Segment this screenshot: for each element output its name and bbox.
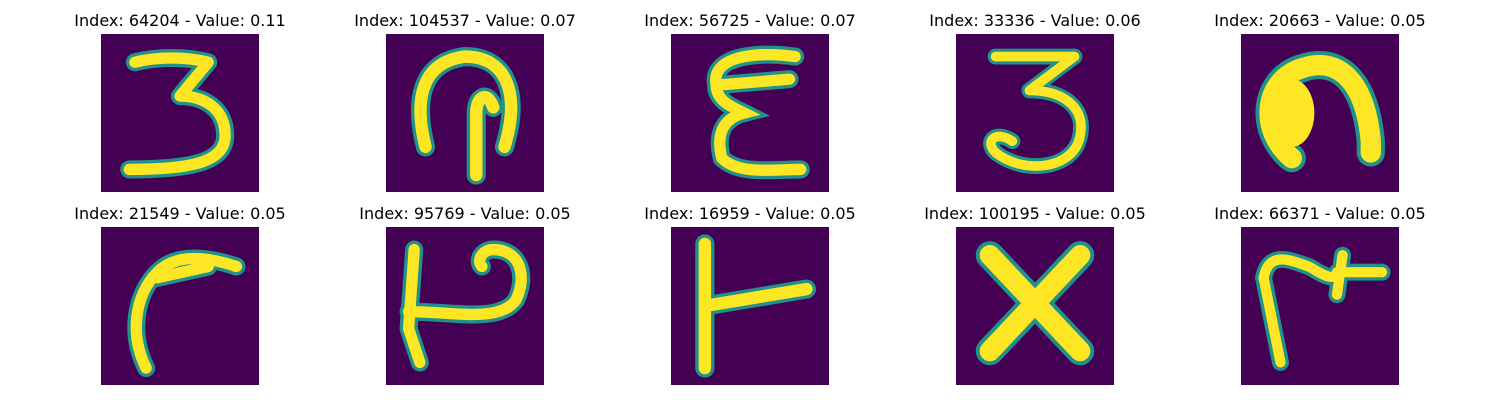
panel-title: Index: 16959 - Value: 0.05 bbox=[644, 204, 856, 223]
panel-title: Index: 64204 - Value: 0.11 bbox=[74, 11, 286, 30]
glyph-r-plus-icon bbox=[1254, 246, 1391, 371]
panel-title: Index: 21549 - Value: 0.05 bbox=[74, 204, 286, 223]
glyph-image bbox=[956, 227, 1114, 385]
glyph-n-blob-icon bbox=[1255, 51, 1385, 173]
glyph-p-bar-icon bbox=[399, 240, 531, 372]
glyph-image bbox=[386, 34, 544, 192]
panel-title: Index: 66371 - Value: 0.05 bbox=[1214, 204, 1426, 223]
panel-title: Index: 95769 - Value: 0.05 bbox=[359, 204, 571, 223]
image-panel: Index: 33336 - Value: 0.06 bbox=[915, 10, 1155, 192]
glyph-image bbox=[101, 227, 259, 385]
glyph-t-side-icon bbox=[695, 234, 817, 378]
panel-title: Index: 20663 - Value: 0.05 bbox=[1214, 11, 1426, 30]
image-panel: Index: 95769 - Value: 0.05 bbox=[345, 203, 585, 385]
glyph-image bbox=[671, 227, 829, 385]
image-panel: Index: 104537 - Value: 0.07 bbox=[345, 10, 585, 192]
glyph-image bbox=[101, 34, 259, 192]
glyph-x-icon bbox=[975, 241, 1095, 366]
glyph-image bbox=[956, 34, 1114, 192]
glyph-image bbox=[1241, 227, 1399, 385]
glyph-3-icon bbox=[120, 49, 235, 179]
panel-title: Index: 56725 - Value: 0.07 bbox=[644, 11, 856, 30]
image-panel: Index: 66371 - Value: 0.05 bbox=[1200, 203, 1440, 385]
panel-title: Index: 33336 - Value: 0.06 bbox=[929, 11, 1141, 30]
glyph-image bbox=[671, 34, 829, 192]
glyph-image bbox=[386, 227, 544, 385]
glyph-hook-arch-icon bbox=[410, 46, 521, 185]
image-panel: Index: 56725 - Value: 0.07 bbox=[630, 10, 870, 192]
image-panel: Index: 64204 - Value: 0.11 bbox=[60, 10, 300, 192]
image-panel: Index: 16959 - Value: 0.05 bbox=[630, 203, 870, 385]
image-panel: Index: 21549 - Value: 0.05 bbox=[60, 203, 300, 385]
glyph-e-curly-icon bbox=[706, 45, 810, 180]
glyph-3-icon bbox=[983, 48, 1089, 174]
panel-title: Index: 100195 - Value: 0.05 bbox=[924, 204, 1146, 223]
glyph-image bbox=[1241, 34, 1399, 192]
glyph-hook-left-icon bbox=[127, 249, 246, 378]
image-panel: Index: 20663 - Value: 0.05 bbox=[1200, 10, 1440, 192]
panel-title: Index: 104537 - Value: 0.07 bbox=[354, 11, 576, 30]
image-panel: Index: 100195 - Value: 0.05 bbox=[915, 203, 1155, 385]
